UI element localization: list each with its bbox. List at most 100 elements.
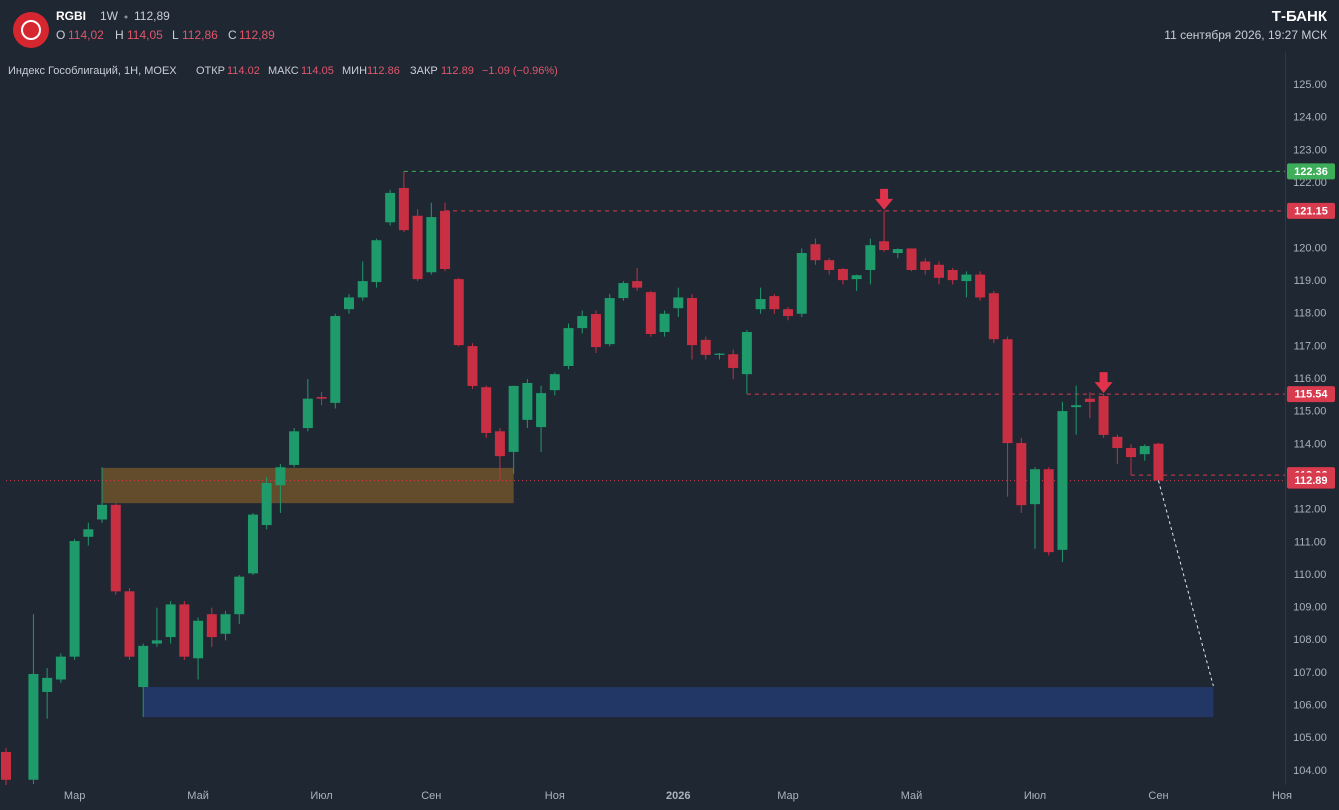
- candle-body: [83, 529, 94, 537]
- candle-body: [1112, 436, 1123, 448]
- arrow-marker: [1094, 372, 1113, 394]
- candle-body: [69, 541, 80, 657]
- ohlc-key: H: [115, 28, 124, 42]
- candle-body: [124, 591, 135, 657]
- y-tick-label: 105.00: [1293, 732, 1327, 744]
- y-tick-label: 117.00: [1294, 340, 1327, 352]
- candle-body: [247, 514, 258, 574]
- ohlc-key: L: [172, 28, 179, 42]
- x-tick-label: Ноя: [1272, 790, 1292, 802]
- x-tick-label: 2026: [666, 790, 690, 802]
- candle-body: [920, 261, 931, 270]
- price: 112,89: [134, 9, 170, 23]
- brand: Т-БАНК: [1272, 8, 1328, 25]
- candle-body: [371, 240, 382, 283]
- candle-body: [769, 296, 780, 310]
- x-tick-label: Ноя: [545, 790, 565, 802]
- y-tick-label: 122.00: [1293, 177, 1327, 189]
- logo-emblem: [21, 20, 41, 40]
- legend-key: МАКС: [268, 65, 299, 77]
- y-tick-label: 123.00: [1293, 144, 1327, 156]
- datetime: 11 сентября 2026, 19:27 МСК: [1164, 28, 1327, 42]
- zone: [102, 467, 514, 504]
- y-tick-label: 109.00: [1293, 602, 1327, 614]
- level-badge: [1287, 202, 1335, 219]
- candle-body: [330, 316, 341, 403]
- candle-body: [728, 354, 739, 368]
- candle-body: [906, 248, 917, 270]
- chart-title: Индекс Гособлигаций, 1Н, MOEX: [8, 65, 177, 77]
- level-label: 112.89: [1294, 475, 1327, 487]
- candle-body: [700, 339, 711, 355]
- candle-body: [55, 656, 66, 680]
- candle-body: [206, 614, 217, 638]
- candle-body: [234, 576, 245, 615]
- candle-body: [165, 604, 176, 638]
- legend-value: 112.86: [367, 65, 400, 77]
- candle-body: [1126, 447, 1137, 458]
- candle-body: [179, 604, 190, 657]
- candle-body: [220, 614, 231, 634]
- candle-body: [549, 374, 560, 391]
- ohlc-key: C: [228, 28, 237, 42]
- logo: [13, 12, 49, 48]
- arrow-marker: [875, 188, 894, 210]
- candle-body: [536, 393, 547, 428]
- candle-body: [1071, 405, 1082, 408]
- x-tick-label: Июл: [310, 790, 332, 802]
- candle-body: [1139, 446, 1150, 455]
- candle-body: [1153, 443, 1164, 481]
- change: −1.09 (−0.96%): [482, 65, 558, 77]
- x-tick-label: Сен: [421, 790, 441, 802]
- candle-body: [810, 244, 821, 261]
- y-tick-label: 119.00: [1294, 275, 1327, 287]
- candle-body: [467, 346, 478, 386]
- candle-body: [412, 215, 423, 280]
- candle-body: [988, 293, 999, 340]
- candle-body: [865, 245, 876, 270]
- legend-key: МИН: [342, 65, 367, 77]
- candle-body: [1016, 443, 1027, 506]
- level-badge: [1287, 472, 1335, 489]
- candle-body: [42, 677, 53, 692]
- legend-value: 114.02: [227, 65, 260, 77]
- y-tick-label: 120.00: [1293, 242, 1327, 254]
- candle-body: [426, 217, 437, 273]
- y-tick-label: 106.00: [1293, 700, 1327, 712]
- candle-body: [1098, 396, 1109, 435]
- candle-body: [961, 274, 972, 282]
- candle-body: [385, 192, 396, 223]
- x-tick-label: Май: [901, 790, 923, 802]
- candle-body: [577, 316, 588, 329]
- ticker: RGBI: [56, 9, 86, 23]
- candle-body: [316, 397, 327, 399]
- candle-body: [563, 328, 574, 367]
- candle-body: [604, 298, 615, 345]
- level-label: 121.15: [1294, 205, 1328, 217]
- candle-body: [481, 387, 492, 433]
- candle-body: [879, 241, 890, 251]
- legend-value: 114.05: [301, 65, 334, 77]
- candle-body: [975, 274, 986, 298]
- y-tick-label: 125.00: [1293, 79, 1327, 91]
- candle-body: [1057, 411, 1068, 550]
- candle-body: [933, 264, 944, 278]
- candle-body: [398, 188, 409, 231]
- candle-body: [590, 314, 601, 348]
- y-tick-label: 108.00: [1293, 634, 1327, 646]
- interval: 1W: [100, 9, 119, 23]
- candle-body: [110, 504, 121, 592]
- ohlc-value: 112,86: [182, 28, 218, 42]
- candle-body: [275, 467, 286, 486]
- candle-body: [97, 504, 108, 520]
- candle-body: [824, 260, 835, 270]
- candle-body: [508, 385, 519, 452]
- candle-body: [261, 482, 272, 526]
- y-tick-label: 107.00: [1293, 667, 1327, 679]
- candle-body: [645, 292, 656, 334]
- candle-body: [659, 313, 670, 333]
- candle-body: [796, 253, 807, 314]
- candle-body: [783, 309, 794, 317]
